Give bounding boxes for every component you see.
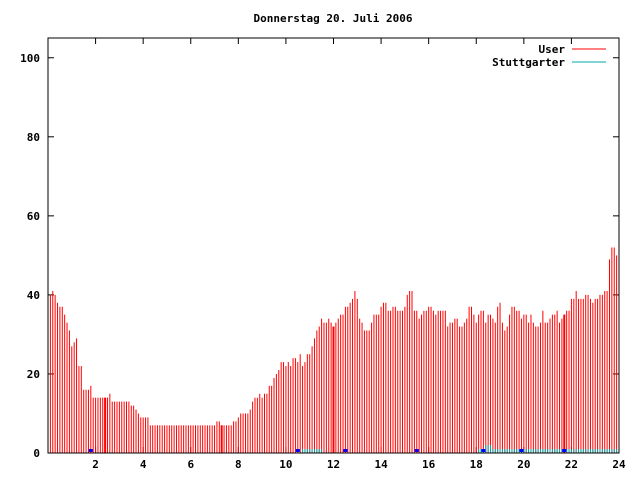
legend-label-stuttgarter: Stuttgarter xyxy=(492,56,565,69)
x-tick-label: 22 xyxy=(565,458,578,471)
x-tick-label: 2 xyxy=(92,458,99,471)
x-tick-label: 4 xyxy=(140,458,147,471)
y-tick-label: 80 xyxy=(27,131,40,144)
y-tick-label: 20 xyxy=(27,368,40,381)
stuttgarter-marker xyxy=(88,449,93,452)
stuttgarter-marker xyxy=(414,449,419,452)
x-tick-label: 12 xyxy=(327,458,340,471)
event-markers xyxy=(88,314,567,453)
y-tick-label: 0 xyxy=(33,447,40,460)
y-axis: 0 20 40 60 80 100 xyxy=(20,52,619,460)
x-tick-label: 10 xyxy=(279,458,292,471)
y-tick-label: 100 xyxy=(20,52,40,65)
x-tick-label: 20 xyxy=(517,458,530,471)
series-user-impulses xyxy=(49,247,618,453)
legend-label-user: User xyxy=(539,43,566,56)
legend: User Stuttgarter xyxy=(492,43,606,69)
y-tick-label: 60 xyxy=(27,210,40,223)
x-tick-label: 14 xyxy=(374,458,388,471)
x-tick-label: 8 xyxy=(235,458,242,471)
stuttgarter-marker xyxy=(343,449,348,452)
x-tick-label: 6 xyxy=(187,458,194,471)
y-tick-label: 40 xyxy=(27,289,40,302)
x-tick-label: 24 xyxy=(612,458,626,471)
series-stuttgarter-impulses xyxy=(302,445,618,453)
x-axis: 2 4 6 8 10 12 14 16 18 20 22 24 xyxy=(92,38,626,471)
plot-frame xyxy=(47,37,620,454)
stuttgarter-marker xyxy=(481,449,486,452)
x-tick-label: 18 xyxy=(470,458,483,471)
stuttgarter-marker xyxy=(519,449,524,452)
stuttgarter-marker xyxy=(562,449,567,452)
stuttgarter-marker xyxy=(295,449,300,452)
x-tick-label: 16 xyxy=(422,458,436,471)
chart-title: Donnerstag 20. Juli 2006 xyxy=(254,12,413,25)
